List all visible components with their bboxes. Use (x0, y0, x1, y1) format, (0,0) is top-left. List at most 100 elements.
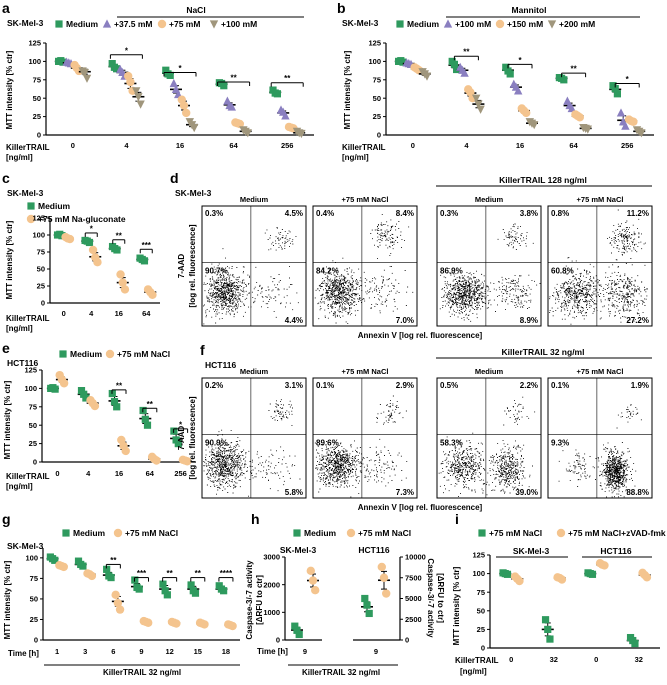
panel-e-legend-marker (105, 349, 115, 359)
panel-d-plot-0-q-ll: 90.7% (205, 266, 228, 275)
panel-d-letter: d (170, 170, 179, 186)
panel-d-ylabel-2: [log rel. fluorescence] (188, 224, 197, 307)
panel-g-point (113, 598, 123, 608)
panel-i-xlabel-top: KillerTRAIL (455, 656, 499, 665)
panel-a-point (80, 68, 89, 78)
panel-a-y-ticklabel: 50 (33, 94, 41, 103)
panel-f-plot-0-events (203, 399, 301, 497)
panel-b-point (613, 90, 621, 98)
panel-e-point (141, 415, 149, 423)
panel-a-legend-label: +37.5 mM (114, 19, 153, 29)
panel-b-group-label: Mannitol (512, 5, 547, 15)
panel-a-sig-label: ** (284, 74, 291, 83)
panel-i-y-ticklabel: 50 (477, 606, 485, 615)
panel-b-cell-line: SK-Mel-3 (342, 18, 379, 28)
panel-f-plot-2 (436, 377, 542, 499)
panel-d-plot-0-frame (201, 205, 307, 327)
panel-a-legend-label: Medium (66, 19, 99, 29)
panel-g-y-ticklabel: 100 (25, 553, 38, 562)
panel-a-group-label: NaCl (186, 5, 205, 15)
panel-c-category: 4 (89, 309, 94, 318)
panel-b-point (474, 100, 483, 109)
panel-c-legend-label: Medium (38, 201, 71, 211)
panel-b-point (616, 108, 626, 117)
panel-b-point (476, 105, 485, 114)
panel-b-legend-marker (495, 19, 505, 29)
panel-d-plot-0-q-lr: 4.4% (285, 316, 303, 325)
panel-d-plot-2-q-lr: 8.9% (520, 316, 538, 325)
panel-a-point (220, 82, 228, 90)
panel-b-legend-label: +150 mM (507, 19, 543, 29)
panel-e-legend-marker (59, 350, 67, 358)
panel-d-plot-2-q-ll: 86.9% (440, 266, 463, 275)
panel-b-y-ticklabel: 100 (368, 57, 381, 66)
panel-a-y-ticklabel: 25 (33, 112, 41, 121)
panel-f-treatment-label: KillerTRAIL 32 ng/ml (502, 347, 585, 357)
panel-c-sig-label: *** (142, 241, 152, 250)
panel-a-point (281, 111, 290, 120)
panel-b-sig-label: * (626, 75, 630, 84)
panel-i-letter: i (455, 511, 459, 527)
panel-a-xlabel-top: KillerTRAIL (6, 143, 50, 152)
panel-d-plot-3 (547, 205, 653, 327)
panel-g-point (144, 618, 153, 627)
panel-b-y-ticklabel: 75 (373, 75, 381, 84)
panel-b-point (460, 68, 469, 77)
panel-f-cell-line: HCT116 (205, 360, 236, 370)
panel-a-point (273, 90, 281, 98)
panel-i-point (600, 561, 609, 570)
panel-e-category: 256 (174, 469, 187, 478)
panel-f-plot-1 (312, 377, 418, 499)
panel-b-point (399, 58, 407, 66)
panel-e-legend-label: +75 mM NaCl (117, 349, 170, 359)
panel-b-point (560, 76, 568, 84)
panel-g-point (163, 591, 171, 599)
panel-h-point (295, 630, 303, 639)
panel-e-xlabel-bottom: [ng/ml] (6, 482, 33, 491)
panel-b-point (629, 117, 638, 126)
panel-b-point (583, 125, 592, 134)
panel-e-point (152, 456, 161, 465)
panel-a-y-ticklabel: 125 (28, 39, 41, 48)
panel-d-plot-1-q-ur: 8.4% (396, 209, 414, 218)
panel-c-category: 0 (62, 309, 66, 318)
panel-c-point (85, 238, 94, 247)
panel-h-legend-marker (346, 528, 356, 538)
panel-f-plot-1-q-ur: 2.9% (396, 381, 414, 390)
panel-f-xlabel: Annexin V [log rel. fluorescence] (358, 503, 483, 512)
panel-g-y-ticklabel: 50 (30, 595, 38, 604)
panel-h-point (291, 622, 299, 630)
panel-c-xlabel-bottom: [ng/ml] (6, 324, 33, 333)
panel-a-category: 16 (176, 141, 184, 150)
panel-a-xlabel-bottom: [ng/ml] (6, 153, 33, 162)
panel-c-y-ticklabel: 50 (37, 265, 45, 274)
panel-b-xlabel-bottom: [ng/ml] (342, 153, 369, 162)
panel-a-sig-label: * (125, 46, 129, 55)
panel-e-sig-label: * (179, 420, 183, 429)
panel-h-left-ticklabel: 1000 (263, 608, 280, 617)
panel-f-plot-0-q-ll: 90.9% (205, 438, 228, 447)
panel-h-point (365, 609, 373, 618)
panel-i-point (515, 576, 524, 586)
panel-g-point (200, 620, 209, 629)
panel-h-right-ticklabel: 10000 (405, 553, 426, 562)
panel-e-point (121, 446, 130, 456)
panel-d-plot-3-q-ll: 60.8% (551, 266, 574, 275)
panel-i-category: 0 (509, 655, 513, 664)
panel-b-point (472, 94, 481, 103)
panel-b-category: 0 (411, 141, 415, 150)
panel-b-point (450, 60, 458, 68)
panel-h-point (293, 626, 301, 634)
panel-f-letter: f (200, 342, 205, 358)
panel-e-cell-line: HCT116 (7, 358, 38, 368)
panel-g-legend-label: Medium (73, 528, 106, 538)
panel-f-plot-1-q-ll: 89.6% (316, 438, 339, 447)
panel-e-point (172, 436, 180, 444)
panel-h-legend-label: Medium (304, 528, 337, 538)
panel-i-ylabel: MTT intensity [% ctr] (452, 566, 461, 645)
panel-d-plot-1-frame (312, 205, 418, 327)
panel-d-plot-1-title: +75 mM NaCl (342, 195, 389, 204)
panel-c-xlabel-top: KillerTRAIL (6, 314, 50, 323)
panel-e-y-ticklabel: 100 (24, 384, 37, 393)
panel-a-cell-line: SK-Mel-3 (7, 18, 44, 28)
